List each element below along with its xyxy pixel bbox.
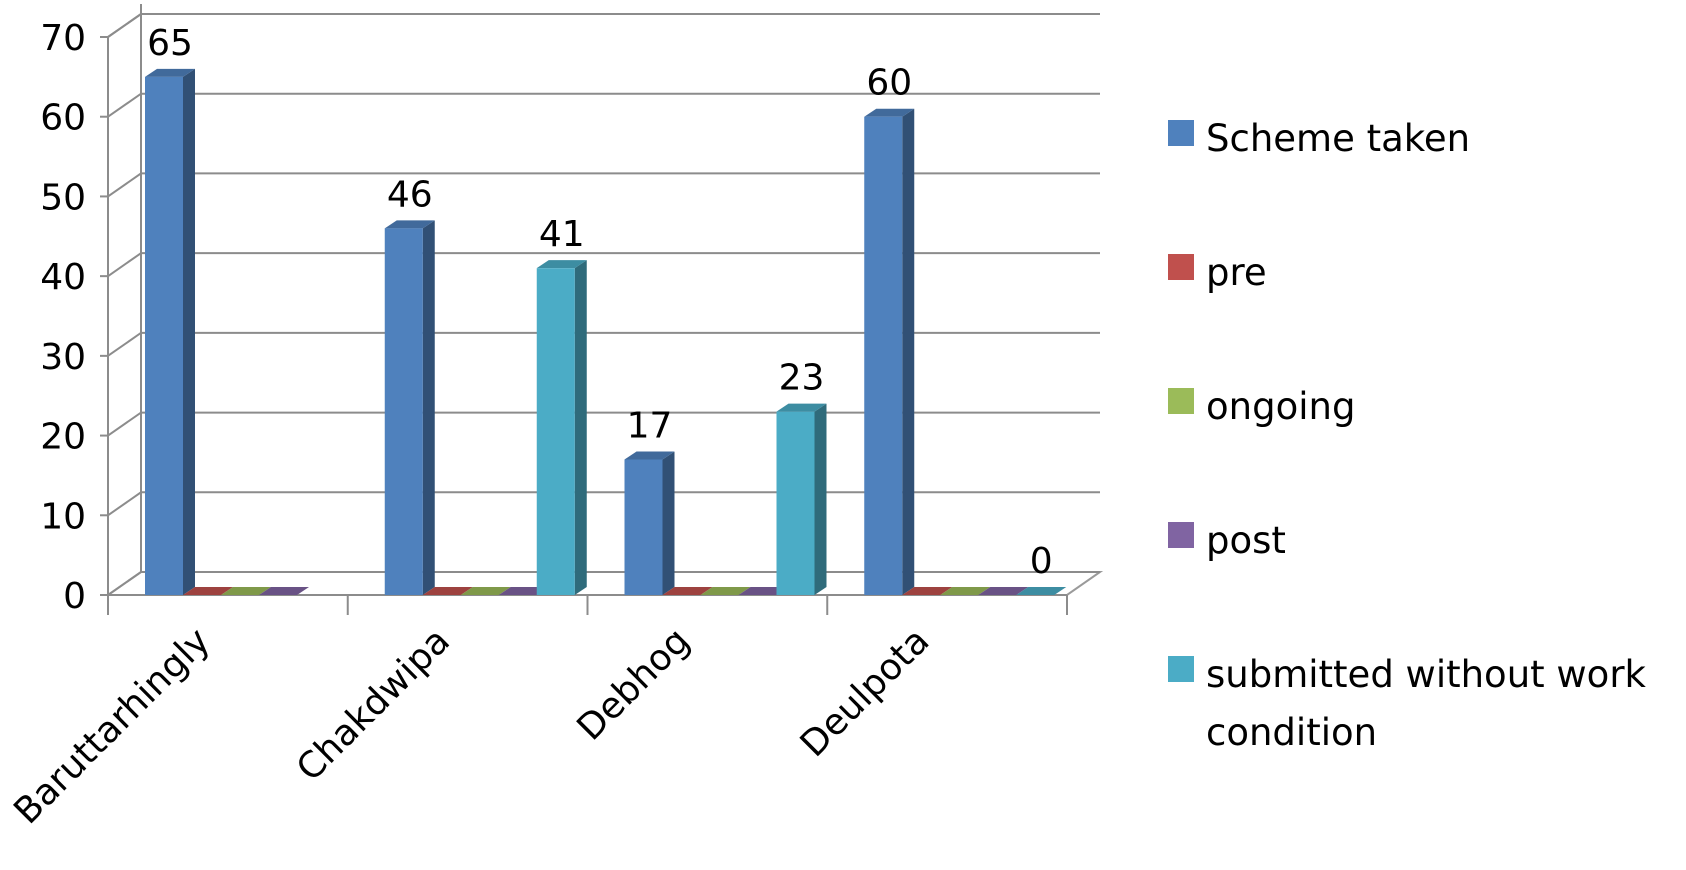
bar [662, 587, 713, 595]
bar [536, 260, 587, 595]
x-tick-label: Debhog [569, 620, 697, 748]
bar [145, 68, 195, 596]
gridline [107, 411, 1100, 437]
y-tick-label: 0 [63, 576, 86, 617]
x-tick-label: Deulpota [793, 620, 938, 765]
legend-item: submitted without work condition [1168, 646, 1686, 762]
y-tick-label: 30 [40, 337, 86, 378]
legend-label: pre [1206, 251, 1267, 294]
bar [940, 587, 991, 595]
gridline [107, 331, 1100, 357]
bar [259, 587, 309, 595]
bar [864, 108, 915, 595]
data-label: 23 [779, 358, 825, 399]
bar [738, 587, 789, 595]
data-labels: 65 46 41 17 23 60 0 [147, 23, 1053, 582]
data-label: 46 [387, 174, 433, 215]
gridline [107, 172, 1100, 198]
x-axis: Baruttarhingly Chakdwipa Debhog Deulpota [6, 594, 1068, 832]
x-tick-label: Baruttarhingly [6, 620, 218, 832]
bar [902, 587, 953, 595]
legend-swatch [1168, 120, 1194, 146]
bar [422, 587, 473, 595]
y-tick-label: 60 [40, 98, 86, 139]
bar [624, 451, 675, 595]
y-tick-label: 50 [40, 177, 86, 218]
legend-label: submitted without work condition [1206, 653, 1646, 754]
bar [1016, 587, 1067, 595]
gridline [107, 92, 1100, 118]
gridline [107, 13, 1100, 38]
legend-item: post [1168, 512, 1686, 570]
gridlines [107, 13, 1100, 596]
legend-swatch [1168, 388, 1194, 414]
y-axis: 0 10 20 30 40 50 60 70 [40, 4, 142, 617]
legend-swatch [1168, 522, 1194, 548]
legend-item: pre [1168, 244, 1686, 302]
y-tick-label: 70 [40, 18, 86, 59]
legend-label: post [1206, 519, 1286, 562]
bar [700, 587, 751, 595]
gridline [107, 491, 1100, 517]
data-label: 60 [866, 63, 912, 104]
wall-top-edge [107, 13, 142, 38]
legend: Scheme taken pre ongoing post submitted with… [1168, 110, 1686, 760]
gridline [107, 252, 1100, 277]
bar [498, 587, 549, 595]
y-tick-label: 20 [40, 417, 86, 458]
legend-label: ongoing [1206, 385, 1356, 428]
data-label: 41 [539, 214, 585, 255]
data-label: 17 [627, 405, 673, 446]
bar [384, 220, 435, 596]
bar [183, 587, 233, 595]
legend-swatch [1168, 254, 1194, 280]
legend-swatch [1168, 656, 1194, 682]
bars [145, 68, 1067, 596]
data-label: 65 [147, 23, 193, 64]
legend-item: Scheme taken [1168, 110, 1686, 168]
data-label: 0 [1030, 541, 1053, 582]
bar [776, 403, 827, 595]
legend-item: ongoing [1168, 378, 1686, 436]
y-tick-label: 10 [40, 496, 86, 537]
y-tick-label: 40 [40, 257, 86, 298]
x-tick-label: Chakdwipa [289, 620, 458, 789]
legend-label: Scheme taken [1206, 117, 1471, 160]
bar [221, 587, 271, 595]
bar [460, 587, 511, 595]
bar [978, 587, 1029, 595]
